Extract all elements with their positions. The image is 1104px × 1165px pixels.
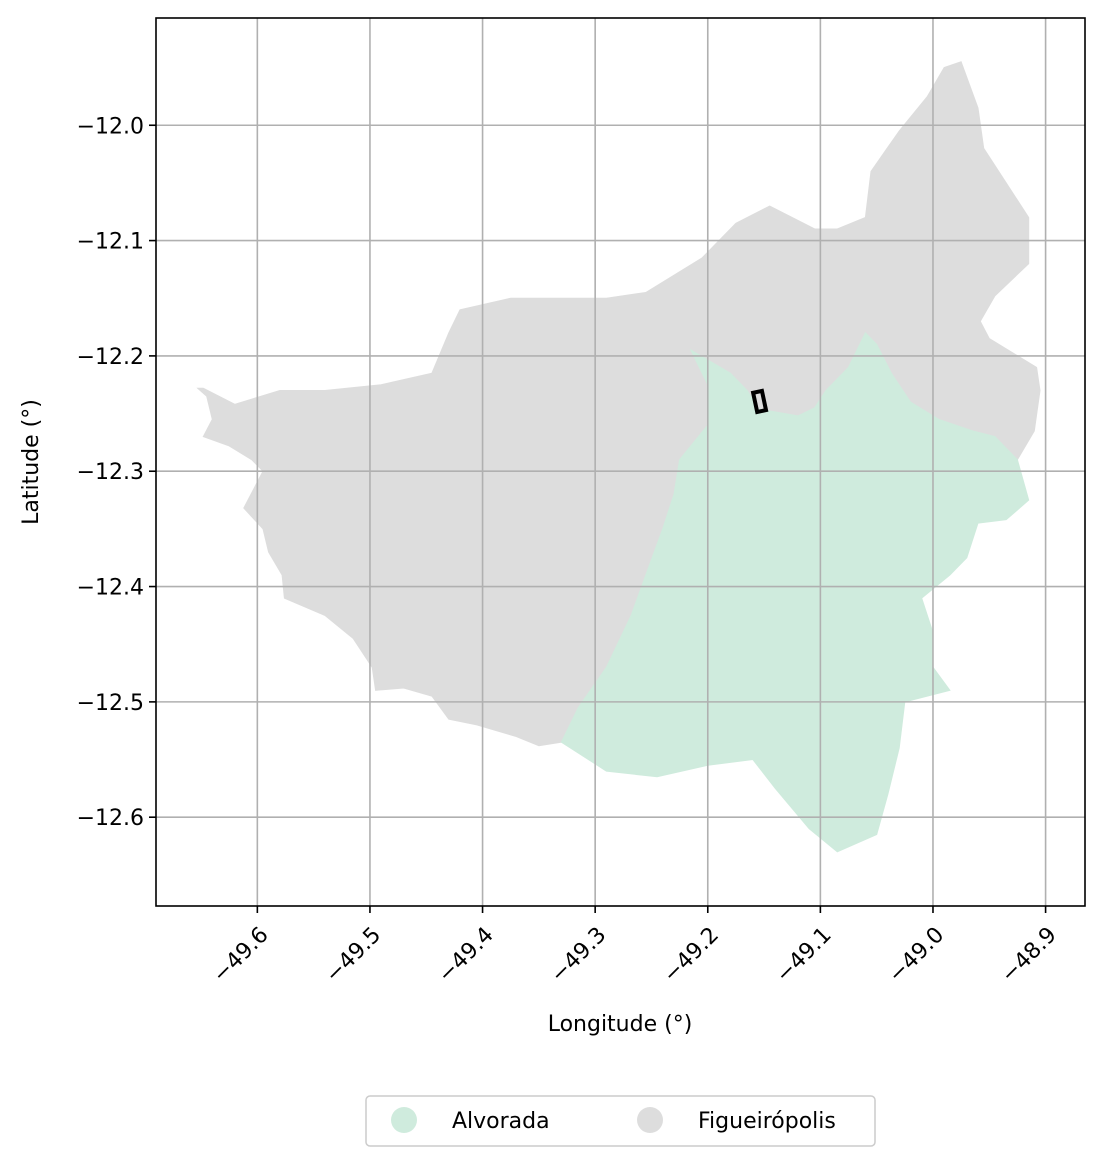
legend: Alvorada Figueirópolis <box>365 1095 876 1147</box>
x-tick-label: −49.1 <box>771 923 836 988</box>
y-tick-label: −12.0 <box>77 114 144 139</box>
x-tick-label: −49.6 <box>208 923 273 988</box>
y-axis-ticks: −12.0 −12.1 −12.2 −12.3 −12.4 −12.5 −12.6 <box>77 114 156 831</box>
x-axis-title: Longitude (°) <box>548 1012 693 1037</box>
x-tick-label: −49.0 <box>884 923 949 988</box>
y-tick-label: −12.4 <box>77 576 144 601</box>
x-tick-label: −49.2 <box>659 923 724 988</box>
grid-lines <box>156 18 1085 906</box>
y-tick-label: −12.6 <box>77 806 144 831</box>
y-tick-label: −12.2 <box>77 345 144 370</box>
x-tick-label: −49.4 <box>433 923 498 988</box>
legend-label-alvorada: Alvorada <box>452 1109 550 1134</box>
legend-swatch-figueiropolis <box>637 1107 663 1133</box>
legend-swatch-alvorada <box>391 1107 417 1133</box>
legend-frame <box>365 1095 876 1147</box>
legend-label-figueiropolis: Figueirópolis <box>698 1109 836 1134</box>
x-tick-label: −49.3 <box>546 923 611 988</box>
y-axis-title: Latitude (°) <box>19 399 44 525</box>
y-tick-label: −12.5 <box>77 691 144 716</box>
plot-frame <box>155 17 1086 907</box>
marker-layer <box>750 388 769 415</box>
x-tick-label: −49.5 <box>321 923 386 988</box>
map-regions <box>196 61 1041 853</box>
x-tick-label: −48.9 <box>996 923 1061 988</box>
y-tick-label: −12.3 <box>77 460 144 485</box>
y-tick-label: −12.1 <box>77 230 144 255</box>
plot-area <box>155 17 1086 907</box>
x-axis-ticks: −49.6 −49.5 −49.4 −49.3 −49.2 −49.1 −49.0 −48.9 <box>208 906 1062 988</box>
location-marker <box>750 388 769 415</box>
